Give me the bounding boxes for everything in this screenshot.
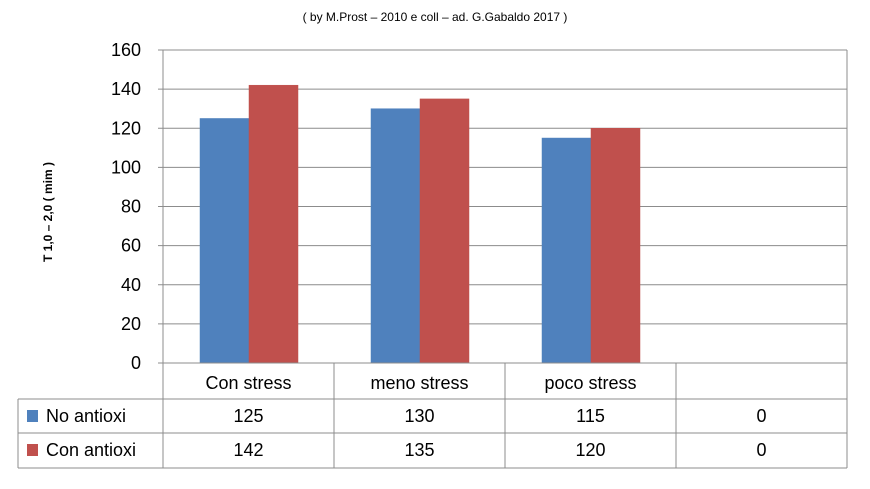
y-tick-label: 100 [111,157,141,177]
y-tick-label: 0 [131,353,141,373]
y-tick-label: 160 [111,40,141,60]
bar [541,137,592,364]
x-tick-label: meno stress [370,373,468,393]
data-label: 120 [575,440,605,460]
legend-label: Con antioxi [46,440,136,460]
data-label: 115 [576,406,605,426]
bar [419,98,470,364]
y-tick-label: 40 [121,275,141,295]
chart-subtitle: ( by M.Prost – 2010 e coll – ad. G.Gabal… [302,10,568,24]
bar [370,108,421,364]
x-tick-label: poco stress [544,373,636,393]
data-label: 0 [756,406,766,426]
legend-swatch [27,444,38,456]
y-tick-label: 140 [111,79,141,99]
data-label: 135 [404,440,434,460]
axes [158,49,848,364]
legend-swatch [27,410,38,422]
y-tick-labels: 0 20 40 60 80 100 120 140 160 [111,40,141,373]
y-tick-label: 80 [121,197,141,217]
data-label: 0 [756,440,766,460]
bars [199,84,641,364]
bar [199,118,250,364]
y-tick-label: 120 [111,118,141,138]
data-label: 142 [233,440,263,460]
y-tick-label: 20 [121,314,141,334]
x-tick-label: Con stress [205,373,291,393]
bar [590,128,641,364]
data-table: Con stress meno stress poco stress No antio… [17,362,848,469]
data-label: 125 [233,406,263,426]
legend-label: No antioxi [46,406,126,426]
y-tick-label: 60 [121,236,141,256]
bar [248,84,299,364]
data-label: 130 [404,406,434,426]
